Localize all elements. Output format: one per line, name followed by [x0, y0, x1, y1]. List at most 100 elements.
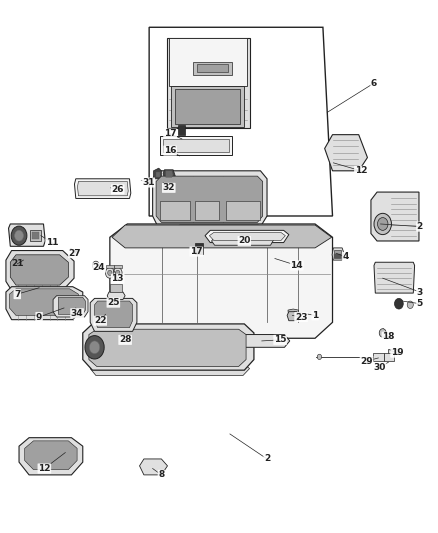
Text: 32: 32 — [162, 183, 175, 192]
Polygon shape — [208, 335, 290, 348]
Text: 21: 21 — [11, 260, 24, 268]
Polygon shape — [156, 176, 263, 222]
Polygon shape — [374, 262, 415, 293]
Text: 7: 7 — [14, 289, 21, 298]
Polygon shape — [152, 171, 267, 227]
Circle shape — [374, 213, 392, 235]
Text: 24: 24 — [92, 263, 105, 272]
Circle shape — [407, 301, 413, 309]
Polygon shape — [19, 438, 83, 475]
Bar — [373, 353, 384, 361]
Polygon shape — [83, 324, 254, 370]
Text: 12: 12 — [38, 464, 51, 473]
Bar — [195, 243, 203, 254]
Circle shape — [113, 268, 122, 278]
Polygon shape — [371, 192, 419, 241]
Polygon shape — [9, 224, 45, 246]
Circle shape — [89, 341, 100, 354]
Bar — [106, 265, 114, 268]
Circle shape — [116, 270, 120, 276]
Text: 3: 3 — [417, 287, 423, 296]
Polygon shape — [110, 224, 332, 338]
Polygon shape — [209, 232, 286, 240]
Polygon shape — [6, 251, 74, 290]
Circle shape — [11, 226, 27, 245]
Bar — [334, 254, 341, 258]
Bar — [164, 241, 194, 320]
Polygon shape — [163, 139, 229, 152]
Text: 19: 19 — [391, 348, 403, 357]
Polygon shape — [166, 171, 173, 177]
Circle shape — [378, 217, 388, 230]
Text: 15: 15 — [274, 335, 286, 344]
Bar — [32, 232, 39, 239]
Bar — [269, 241, 295, 320]
Bar — [114, 265, 122, 268]
Bar — [197, 64, 228, 72]
Polygon shape — [53, 296, 88, 317]
Polygon shape — [113, 227, 328, 272]
Text: 2: 2 — [264, 455, 270, 463]
Polygon shape — [288, 309, 298, 319]
Text: 11: 11 — [46, 238, 58, 247]
Text: 31: 31 — [142, 178, 155, 187]
Polygon shape — [163, 169, 175, 179]
Text: 25: 25 — [107, 298, 120, 307]
Text: 34: 34 — [71, 309, 83, 318]
Polygon shape — [90, 298, 137, 332]
Circle shape — [395, 298, 403, 309]
Polygon shape — [332, 248, 343, 260]
Circle shape — [379, 329, 386, 337]
Text: 1: 1 — [312, 311, 318, 320]
Text: 16: 16 — [164, 146, 177, 155]
Polygon shape — [325, 135, 367, 171]
Polygon shape — [212, 237, 274, 245]
Text: 23: 23 — [295, 312, 307, 321]
Text: 26: 26 — [111, 185, 124, 194]
Text: 29: 29 — [360, 357, 373, 366]
Bar — [175, 90, 240, 124]
Text: 5: 5 — [417, 299, 423, 308]
Text: 18: 18 — [382, 332, 395, 341]
Bar — [110, 284, 122, 292]
Polygon shape — [169, 38, 247, 86]
Bar — [30, 230, 41, 241]
Bar — [160, 201, 190, 220]
Text: 20: 20 — [238, 237, 251, 246]
Bar — [193, 62, 232, 75]
Text: 8: 8 — [158, 471, 165, 479]
Text: 30: 30 — [374, 363, 386, 372]
Polygon shape — [153, 168, 161, 179]
Text: 27: 27 — [69, 249, 81, 258]
Polygon shape — [177, 225, 261, 230]
Text: 14: 14 — [290, 261, 303, 270]
Circle shape — [106, 268, 114, 278]
Polygon shape — [89, 329, 246, 367]
Text: 17: 17 — [164, 129, 177, 138]
Polygon shape — [10, 289, 78, 316]
Circle shape — [14, 230, 23, 241]
Bar — [226, 201, 261, 220]
Bar — [177, 125, 185, 135]
Polygon shape — [25, 441, 77, 470]
Bar — [389, 349, 398, 354]
Polygon shape — [155, 172, 160, 177]
Text: 4: 4 — [343, 253, 349, 261]
Polygon shape — [160, 136, 232, 155]
Polygon shape — [78, 181, 128, 196]
Circle shape — [108, 270, 112, 276]
Polygon shape — [112, 225, 332, 248]
Text: 22: 22 — [94, 316, 106, 325]
Bar — [334, 250, 341, 258]
Text: 9: 9 — [36, 312, 42, 321]
Text: 2: 2 — [417, 222, 423, 231]
Polygon shape — [74, 179, 131, 198]
Bar — [385, 353, 394, 361]
Polygon shape — [58, 297, 85, 314]
Text: 12: 12 — [355, 166, 367, 175]
Circle shape — [85, 336, 104, 359]
Bar — [195, 201, 219, 220]
Polygon shape — [95, 301, 133, 328]
Text: 6: 6 — [371, 78, 377, 87]
Text: 28: 28 — [119, 335, 131, 344]
